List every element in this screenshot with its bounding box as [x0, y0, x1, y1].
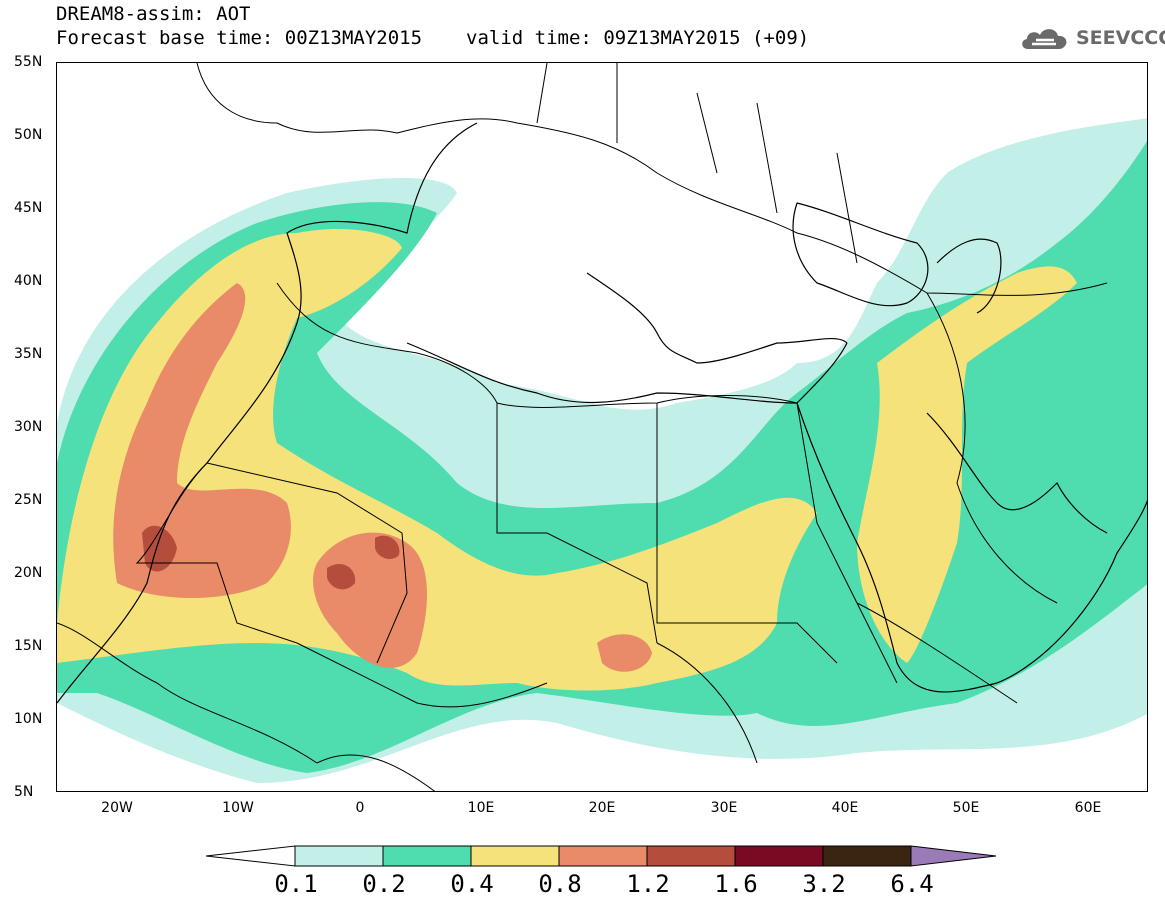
colorbar-label-0.4: 0.4: [450, 870, 494, 898]
aot-contour-0.4-arabia: [857, 266, 1077, 663]
colorbar-label-1.6: 1.6: [714, 870, 758, 898]
lat-tick-30n: 30N: [14, 419, 43, 435]
coastlines: [57, 122, 1147, 704]
lon-tick-50e: 50E: [952, 800, 980, 816]
logo-text: SEEVCCC: [1076, 27, 1165, 49]
colorbar-label-0.1: 0.1: [274, 870, 318, 898]
colorbar-under-triangle: [206, 845, 296, 867]
lat-tick-10n: 10N: [14, 711, 43, 727]
colorbar-bin-1.6: [734, 845, 824, 867]
lat-tick-45n: 45N: [14, 200, 43, 216]
lon-tick-20e: 20E: [588, 800, 616, 816]
aot-contour-1.2-mali: [327, 563, 356, 590]
country-borders: [57, 63, 1108, 791]
lon-tick-10w: 10W: [222, 800, 254, 816]
aot-map: [56, 62, 1148, 792]
colorbar-label-3.2: 3.2: [802, 870, 846, 898]
aot-contour-1.2: [142, 525, 177, 572]
cloud-icon: [1022, 29, 1067, 49]
lat-tick-5n: 5N: [14, 784, 34, 800]
colorbar-label-0.2: 0.2: [362, 870, 406, 898]
colorbar-over-triangle: [910, 845, 997, 867]
lon-tick-20w: 20W: [101, 800, 133, 816]
lat-tick-55n: 55N: [14, 54, 43, 70]
colorbar-bin-0.4: [470, 845, 560, 867]
seevccc-logo: SEEVCCC: [1018, 22, 1165, 54]
colorbar-label-1.2: 1.2: [626, 870, 670, 898]
aot-colorbar: [206, 845, 997, 867]
colorbar-label-6.4: 6.4: [890, 870, 934, 898]
lat-tick-25n: 25N: [14, 492, 43, 508]
lon-tick-60e: 60E: [1074, 800, 1102, 816]
lat-tick-40n: 40N: [14, 273, 43, 289]
lon-tick-30e: 30E: [710, 800, 738, 816]
aot-field: [57, 63, 1147, 791]
product-title: DREAM8-assim: AOT: [56, 3, 251, 25]
lat-tick-15n: 15N: [14, 638, 43, 654]
lon-tick-40e: 40E: [831, 800, 859, 816]
colorbar-bin-0.1: [294, 845, 384, 867]
lon-tick-0: 0: [355, 800, 365, 816]
colorbar-bin-0.8: [558, 845, 648, 867]
forecast-base-time: Forecast base time: 00Z13MAY2015: [56, 27, 423, 49]
aot-contour-1.2-niger: [375, 535, 400, 559]
colorbar-bin-3.2: [822, 845, 912, 867]
lon-tick-10e: 10E: [467, 800, 495, 816]
aot-contour-0.8-chad: [597, 634, 652, 672]
colorbar-bin-1.2: [646, 845, 736, 867]
aot-contour-0.8: [113, 283, 291, 598]
lat-tick-20n: 20N: [14, 565, 43, 581]
colorbar-bin-0.2: [382, 845, 472, 867]
valid-time: valid time: 09Z13MAY2015 (+09): [466, 27, 810, 49]
lat-tick-35n: 35N: [14, 346, 43, 362]
time-line: Forecast base time: 00Z13MAY2015 valid ti…: [56, 28, 809, 48]
lat-tick-50n: 50N: [14, 127, 43, 143]
colorbar-label-0.8: 0.8: [538, 870, 582, 898]
